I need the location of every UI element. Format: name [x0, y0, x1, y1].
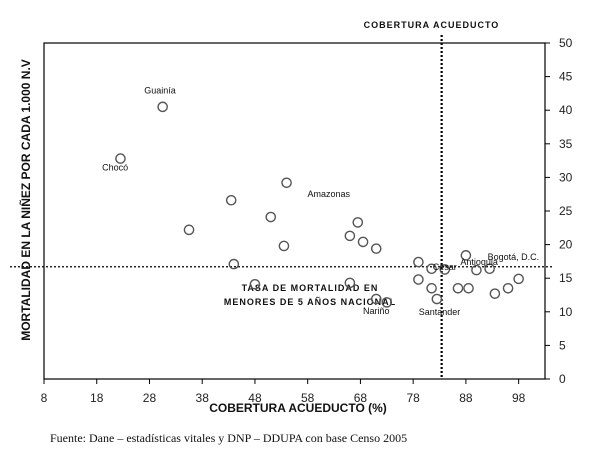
data-point	[502, 282, 514, 294]
x-axis-title: COBERTURA ACUEDUCTO (%)	[209, 401, 387, 415]
plot-border	[43, 42, 546, 380]
data-point	[452, 282, 464, 294]
data-point	[357, 236, 369, 248]
y-tick-label: 10	[559, 305, 573, 319]
data-points	[115, 101, 524, 308]
y-tick-label: 0	[559, 372, 566, 386]
x-tick-label: 48	[248, 391, 262, 405]
x-tick-label: 98	[512, 391, 526, 405]
data-point	[281, 177, 292, 189]
data-point	[344, 230, 356, 242]
data-point	[225, 194, 237, 206]
data-point	[426, 263, 437, 275]
point-label: Bogotá, D.C.	[488, 252, 540, 262]
y-tick-label: 35	[559, 137, 573, 151]
data-point	[183, 224, 195, 236]
point-label: Cesar	[433, 262, 457, 272]
data-point	[115, 153, 126, 164]
point-label: Guainía	[144, 85, 176, 95]
data-point	[157, 101, 168, 113]
x-axis-ticks: 8 18 28 38 48 58 68 78 88 98	[41, 379, 526, 405]
data-point	[431, 293, 443, 305]
data-point	[413, 256, 424, 268]
x-tick-label: 8	[41, 391, 48, 405]
point-label: Nariño	[363, 306, 390, 316]
data-point	[471, 264, 482, 276]
x-tick-label: 38	[196, 391, 210, 405]
data-point	[265, 211, 277, 223]
data-point	[381, 297, 393, 308]
x-tick-label: 58	[301, 391, 315, 405]
x-tick-label: 28	[143, 391, 157, 405]
data-point	[489, 288, 501, 299]
data-point	[463, 282, 474, 294]
x-tick-label: 88	[459, 391, 473, 405]
point-label: Amazonas	[308, 189, 351, 199]
data-point	[413, 274, 424, 285]
x-tick-label: 78	[406, 391, 420, 405]
y-axis-ticks: 0 5 10 15 20 25 30 35 40 45 50	[545, 36, 573, 386]
data-point	[370, 293, 382, 305]
horizontal-reference-label: TASA DE MORTALIDAD EN	[242, 283, 379, 293]
y-tick-label: 50	[559, 36, 573, 50]
data-point	[352, 217, 364, 228]
y-tick-label: 30	[559, 170, 573, 184]
y-tick-label: 45	[559, 70, 573, 84]
data-point	[439, 264, 451, 275]
data-point	[278, 240, 290, 252]
data-point	[344, 277, 356, 289]
reference-lines: COBERTURA ACUEDUCTO TASA DE MORTALIDAD EN…	[10, 20, 552, 379]
point-label: Chocó	[102, 163, 128, 173]
data-point	[249, 278, 261, 290]
point-label: Antioquia	[460, 257, 498, 267]
data-point	[426, 282, 437, 294]
data-point	[484, 263, 495, 275]
y-axis-title: MORTALIDAD EN LA NIÑEZ POR CADA 1.000 N.…	[18, 59, 33, 341]
x-tick-label: 68	[354, 391, 368, 405]
x-tick-label: 18	[90, 391, 104, 405]
y-tick-label: 5	[559, 338, 566, 352]
plot-frame	[43, 42, 546, 380]
point-label: Santander	[419, 307, 461, 317]
y-tick-label: 40	[559, 103, 573, 117]
data-point	[513, 273, 524, 285]
y-tick-label: 25	[559, 204, 573, 218]
horizontal-reference-label: MENORES DE 5 AÑOS NACIONAL	[224, 297, 396, 307]
vertical-reference-label: COBERTURA ACUEDUCTO	[364, 20, 500, 30]
y-tick-label: 15	[559, 271, 573, 285]
data-point	[228, 258, 240, 270]
y-tick-label: 20	[559, 238, 573, 252]
data-point	[370, 243, 382, 254]
source-caption: Fuente: Dane – estadísticas vitales y DN…	[50, 431, 408, 445]
data-point	[460, 250, 472, 261]
